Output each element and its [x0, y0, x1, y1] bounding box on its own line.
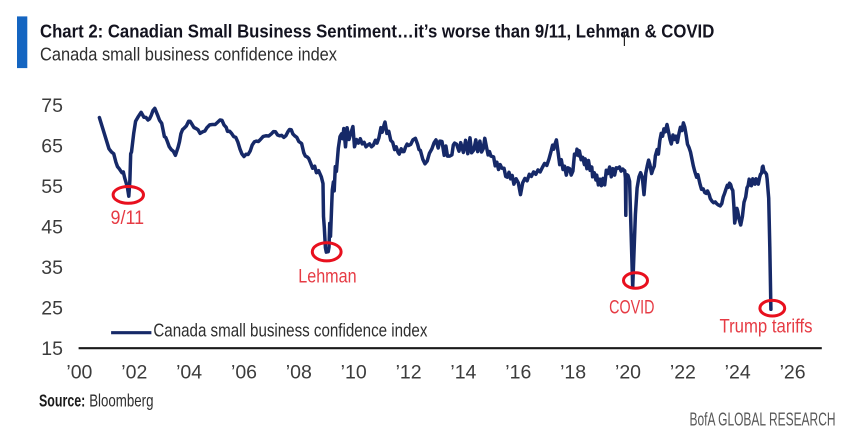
- svg-text:’24: ’24: [725, 362, 751, 384]
- svg-text:Canada small business confiden: Canada small business confidence index: [153, 319, 427, 340]
- svg-text:Trump tariffs: Trump tariffs: [720, 317, 813, 338]
- svg-text:’18: ’18: [560, 362, 586, 384]
- svg-text:’04: ’04: [176, 362, 202, 384]
- svg-text:’20: ’20: [615, 362, 641, 384]
- svg-text:45: 45: [41, 217, 63, 239]
- svg-text:’00: ’00: [66, 362, 92, 384]
- svg-text:Chart 2: Canadian Small Busine: Chart 2: Canadian Small Business Sentime…: [40, 21, 714, 42]
- svg-text:’10: ’10: [341, 362, 367, 384]
- svg-text:Canada small business confiden: Canada small business confidence index: [40, 44, 338, 65]
- svg-text:35: 35: [41, 257, 63, 279]
- svg-text:75: 75: [41, 95, 63, 117]
- svg-text:’12: ’12: [396, 362, 422, 384]
- svg-text:25: 25: [41, 297, 63, 319]
- svg-text:9/11: 9/11: [111, 208, 145, 229]
- svg-text:Bloomberg: Bloomberg: [89, 391, 153, 411]
- svg-text:’26: ’26: [780, 362, 806, 384]
- svg-text:’14: ’14: [450, 362, 476, 384]
- svg-text:’02: ’02: [121, 362, 147, 384]
- svg-text:’06: ’06: [231, 362, 257, 384]
- svg-text:65: 65: [41, 136, 63, 158]
- svg-text:’08: ’08: [286, 362, 312, 384]
- svg-text:’22: ’22: [670, 362, 696, 384]
- svg-text:Source:: Source:: [39, 391, 85, 411]
- svg-text:BofA GLOBAL RESEARCH: BofA GLOBAL RESEARCH: [690, 410, 836, 430]
- svg-text:COVID: COVID: [609, 297, 654, 318]
- svg-text:55: 55: [41, 176, 63, 198]
- svg-text:’16: ’16: [505, 362, 531, 384]
- svg-text:Lehman: Lehman: [298, 266, 356, 287]
- svg-text:15: 15: [41, 338, 63, 360]
